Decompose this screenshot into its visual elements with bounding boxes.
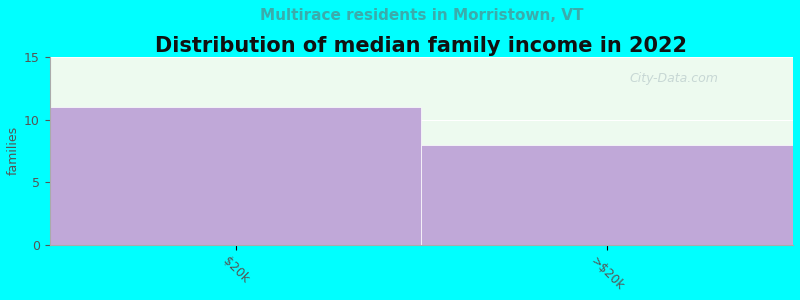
Title: Distribution of median family income in 2022: Distribution of median family income in … bbox=[155, 36, 687, 56]
Bar bbox=[50, 107, 422, 245]
Y-axis label: families: families bbox=[7, 126, 20, 176]
Bar bbox=[422, 145, 793, 245]
Text: City-Data.com: City-Data.com bbox=[630, 72, 718, 85]
Text: Multirace residents in Morristown, VT: Multirace residents in Morristown, VT bbox=[260, 8, 583, 23]
